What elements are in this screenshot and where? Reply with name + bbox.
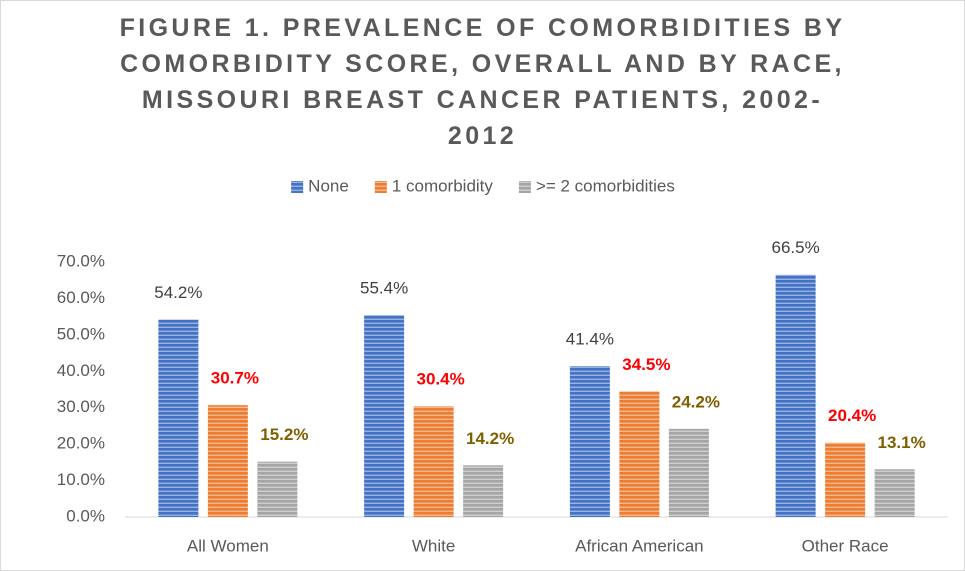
bar [463,465,504,517]
legend-swatch [291,181,304,193]
data-label: 24.2% [672,392,720,411]
bar [413,406,454,517]
y-tick-label: 70.0% [57,251,105,270]
data-label: 41.4% [566,330,614,349]
legend-item: None [291,176,349,195]
data-label: 66.5% [772,238,820,257]
data-label: 13.1% [878,433,926,452]
x-tick-label: African American [575,536,704,555]
legend-swatch [374,181,387,193]
y-tick-label: 30.0% [57,397,105,416]
x-tick-label: Other Race [802,536,889,555]
legend-label: 1 comorbidity [392,176,494,195]
data-label: 30.7% [211,369,259,388]
y-tick-label: 50.0% [57,324,105,343]
data-label: 15.2% [260,425,308,444]
legend-swatch [518,181,531,193]
data-label: 30.4% [417,370,465,389]
bar [825,442,866,517]
bar [668,428,709,517]
bar [207,405,248,517]
data-label: 54.2% [154,283,202,302]
bar [158,319,199,517]
data-label: 34.5% [622,355,670,374]
y-tick-label: 0.0% [66,506,105,525]
legend-label: None [308,176,349,195]
bar [619,391,660,517]
bar [775,274,816,517]
y-tick-label: 10.0% [57,470,105,489]
bar [364,315,405,517]
legend-item: >= 2 comorbidities [518,176,675,195]
bar [569,366,610,517]
bar [257,461,298,517]
bar [874,469,915,517]
y-tick-label: 20.0% [57,434,105,453]
y-tick-label: 60.0% [57,288,105,307]
data-label: 20.4% [828,406,876,425]
y-tick-label: 40.0% [57,361,105,380]
x-tick-label: White [412,536,455,555]
chart-title: FIGURE 1. PREVALENCE OF COMORBIDITIES BY… [119,14,846,150]
legend-item: 1 comorbidity [374,176,494,195]
x-tick-label: All Women [187,536,269,555]
data-label: 55.4% [360,279,408,298]
legend-label: >= 2 comorbidities [536,176,675,195]
data-label: 14.2% [466,429,514,448]
